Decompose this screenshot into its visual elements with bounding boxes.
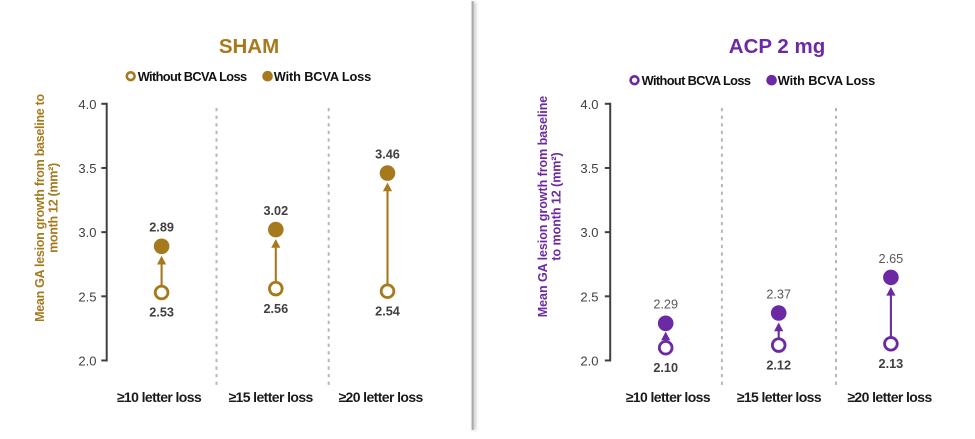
svg-text:2.53: 2.53 (149, 306, 174, 320)
svg-text:2.10: 2.10 (653, 361, 678, 375)
svg-text:2.0: 2.0 (78, 353, 96, 368)
svg-text:Without BCVA Loss: Without BCVA Loss (138, 69, 247, 84)
svg-text:≥10 letter loss: ≥10 letter loss (626, 389, 711, 405)
svg-text:4.0: 4.0 (78, 97, 96, 112)
svg-text:≥15 letter loss: ≥15 letter loss (737, 389, 822, 405)
svg-text:Mean GA lesion growth from bas: Mean GA lesion growth from baseline tomo… (33, 93, 61, 321)
svg-text:3.5: 3.5 (580, 161, 598, 176)
svg-text:ACP 2 mg: ACP 2 mg (729, 35, 825, 58)
svg-text:3.0: 3.0 (78, 225, 96, 240)
svg-text:SHAM: SHAM (219, 35, 279, 58)
svg-text:2.54: 2.54 (375, 304, 400, 318)
svg-text:2.12: 2.12 (766, 358, 791, 372)
svg-text:Without BCVA Loss: Without BCVA Loss (642, 73, 751, 88)
svg-text:2.0: 2.0 (580, 353, 598, 368)
svg-text:≥20 letter loss: ≥20 letter loss (338, 389, 423, 405)
svg-text:With BCVA Loss: With BCVA Loss (778, 73, 875, 88)
svg-text:3.02: 3.02 (263, 204, 288, 218)
svg-text:≥20 letter loss: ≥20 letter loss (847, 389, 932, 405)
svg-text:≥10 letter loss: ≥10 letter loss (117, 389, 202, 405)
svg-text:2.5: 2.5 (78, 289, 96, 304)
svg-text:3.46: 3.46 (375, 148, 400, 162)
svg-text:2.5: 2.5 (580, 289, 598, 304)
svg-text:With BCVA Loss: With BCVA Loss (274, 69, 371, 84)
svg-text:2.65: 2.65 (879, 252, 904, 266)
svg-text:≥15 letter loss: ≥15 letter loss (228, 389, 313, 405)
svg-text:2.89: 2.89 (149, 221, 174, 235)
svg-text:2.37: 2.37 (766, 287, 791, 301)
svg-text:Mean GA lesion growth from bas: Mean GA lesion growth from baselineto mo… (536, 96, 564, 318)
svg-text:4.0: 4.0 (580, 97, 598, 112)
svg-text:2.13: 2.13 (879, 357, 904, 371)
svg-text:2.56: 2.56 (263, 302, 288, 316)
svg-text:3.0: 3.0 (580, 225, 598, 240)
svg-text:3.5: 3.5 (78, 161, 96, 176)
svg-text:2.29: 2.29 (653, 298, 678, 312)
